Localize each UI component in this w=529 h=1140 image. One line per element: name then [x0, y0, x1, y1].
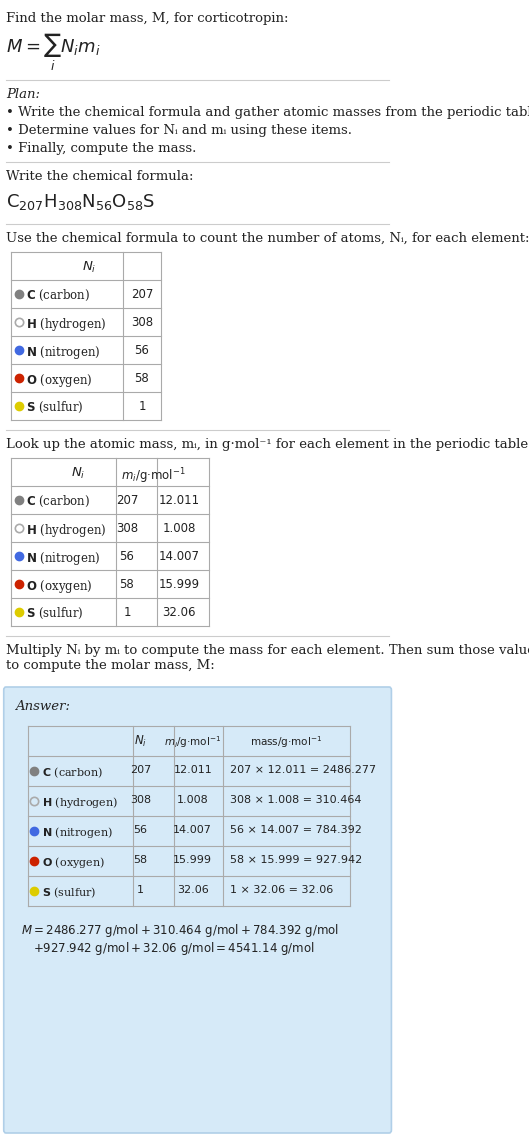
Text: • Finally, compute the mass.: • Finally, compute the mass.	[6, 142, 196, 155]
Text: $\mathbf{C}$ (carbon): $\mathbf{C}$ (carbon)	[26, 288, 90, 303]
Text: 207: 207	[131, 288, 153, 301]
Text: $N_i$: $N_i$	[71, 466, 86, 481]
Text: $\mathbf{O}$ (oxygen): $\mathbf{O}$ (oxygen)	[42, 855, 105, 870]
Text: 56 × 14.007 = 784.392: 56 × 14.007 = 784.392	[230, 825, 362, 834]
Text: $\mathbf{H}$ (hydrogen): $\mathbf{H}$ (hydrogen)	[26, 522, 106, 539]
Text: $+ 927.942\ \mathrm{g/mol} + 32.06\ \mathrm{g/mol} = 4541.14\ \mathrm{g/mol}$: $+ 927.942\ \mathrm{g/mol} + 32.06\ \mat…	[33, 940, 315, 956]
Text: 1: 1	[138, 400, 145, 413]
Text: Use the chemical formula to count the number of atoms, Nᵢ, for each element:: Use the chemical formula to count the nu…	[6, 233, 529, 245]
Text: 1 × 32.06 = 32.06: 1 × 32.06 = 32.06	[230, 885, 333, 895]
Text: 308: 308	[131, 316, 153, 329]
Text: $\mathbf{O}$ (oxygen): $\mathbf{O}$ (oxygen)	[26, 578, 93, 595]
Text: $m_i$/g·mol$^{-1}$: $m_i$/g·mol$^{-1}$	[121, 466, 186, 486]
Text: Multiply Nᵢ by mᵢ to compute the mass for each element. Then sum those values
to: Multiply Nᵢ by mᵢ to compute the mass fo…	[6, 644, 529, 671]
Text: 308 × 1.008 = 310.464: 308 × 1.008 = 310.464	[230, 795, 361, 805]
Text: 207: 207	[116, 494, 138, 507]
Text: 308: 308	[116, 522, 138, 535]
Text: 207 × 12.011 = 2486.277: 207 × 12.011 = 2486.277	[230, 765, 376, 775]
Text: 12.011: 12.011	[174, 765, 212, 775]
Text: 56: 56	[134, 344, 149, 357]
Text: $m_i$/g·mol$^{-1}$: $m_i$/g·mol$^{-1}$	[164, 734, 221, 750]
Text: 308: 308	[130, 795, 151, 805]
Text: • Write the chemical formula and gather atomic masses from the periodic table.: • Write the chemical formula and gather …	[6, 106, 529, 119]
Text: 58 × 15.999 = 927.942: 58 × 15.999 = 927.942	[230, 855, 362, 865]
Text: 56: 56	[120, 549, 134, 563]
Text: 1: 1	[137, 885, 144, 895]
Text: 14.007: 14.007	[159, 549, 200, 563]
Text: 1: 1	[123, 606, 131, 619]
Text: $\mathbf{N}$ (nitrogen): $\mathbf{N}$ (nitrogen)	[26, 549, 101, 567]
Text: $\mathbf{C}$ (carbon): $\mathbf{C}$ (carbon)	[42, 765, 103, 780]
Text: 58: 58	[134, 372, 149, 385]
Text: mass/g·mol$^{-1}$: mass/g·mol$^{-1}$	[250, 734, 322, 750]
Text: $\mathbf{H}$ (hydrogen): $\mathbf{H}$ (hydrogen)	[42, 795, 118, 811]
Text: $\mathbf{H}$ (hydrogen): $\mathbf{H}$ (hydrogen)	[26, 316, 106, 333]
Text: Answer:: Answer:	[15, 700, 70, 712]
FancyBboxPatch shape	[4, 687, 391, 1133]
Text: 15.999: 15.999	[159, 578, 200, 591]
Text: 32.06: 32.06	[177, 885, 208, 895]
Text: 58: 58	[133, 855, 148, 865]
Text: $\mathregular{C_{207}H_{308}N_{56}O_{58}S}$: $\mathregular{C_{207}H_{308}N_{56}O_{58}…	[6, 192, 155, 212]
Text: $N_i$: $N_i$	[83, 260, 97, 275]
Text: 15.999: 15.999	[173, 855, 212, 865]
Text: $\mathbf{O}$ (oxygen): $\mathbf{O}$ (oxygen)	[26, 372, 93, 389]
Text: 1.008: 1.008	[162, 522, 196, 535]
Text: Plan:: Plan:	[6, 88, 40, 101]
Text: $\mathbf{S}$ (sulfur): $\mathbf{S}$ (sulfur)	[26, 606, 84, 621]
Text: $M = \sum_i N_i m_i$: $M = \sum_i N_i m_i$	[6, 32, 101, 73]
Text: $\mathbf{N}$ (nitrogen): $\mathbf{N}$ (nitrogen)	[42, 825, 113, 840]
Text: $N_i$: $N_i$	[134, 734, 147, 749]
Text: $\mathbf{C}$ (carbon): $\mathbf{C}$ (carbon)	[26, 494, 90, 510]
Text: Write the chemical formula:: Write the chemical formula:	[6, 170, 194, 184]
Text: 56: 56	[133, 825, 148, 834]
Text: $M = 2486.277\ \mathrm{g/mol} + 310.464\ \mathrm{g/mol} + 784.392\ \mathrm{g/mol: $M = 2486.277\ \mathrm{g/mol} + 310.464\…	[21, 922, 339, 939]
Text: $\mathbf{N}$ (nitrogen): $\mathbf{N}$ (nitrogen)	[26, 344, 101, 361]
Text: • Determine values for Nᵢ and mᵢ using these items.: • Determine values for Nᵢ and mᵢ using t…	[6, 124, 352, 137]
Text: 58: 58	[120, 578, 134, 591]
Text: $\mathbf{S}$ (sulfur): $\mathbf{S}$ (sulfur)	[42, 885, 96, 899]
Text: Look up the atomic mass, mᵢ, in g·mol⁻¹ for each element in the periodic table:: Look up the atomic mass, mᵢ, in g·mol⁻¹ …	[6, 438, 529, 451]
Text: 1.008: 1.008	[177, 795, 208, 805]
Text: 12.011: 12.011	[159, 494, 200, 507]
Text: 207: 207	[130, 765, 151, 775]
Text: 14.007: 14.007	[174, 825, 212, 834]
Text: Find the molar mass, M, for corticotropin:: Find the molar mass, M, for corticotropi…	[6, 13, 288, 25]
Text: 32.06: 32.06	[162, 606, 196, 619]
Text: $\mathbf{S}$ (sulfur): $\mathbf{S}$ (sulfur)	[26, 400, 84, 415]
